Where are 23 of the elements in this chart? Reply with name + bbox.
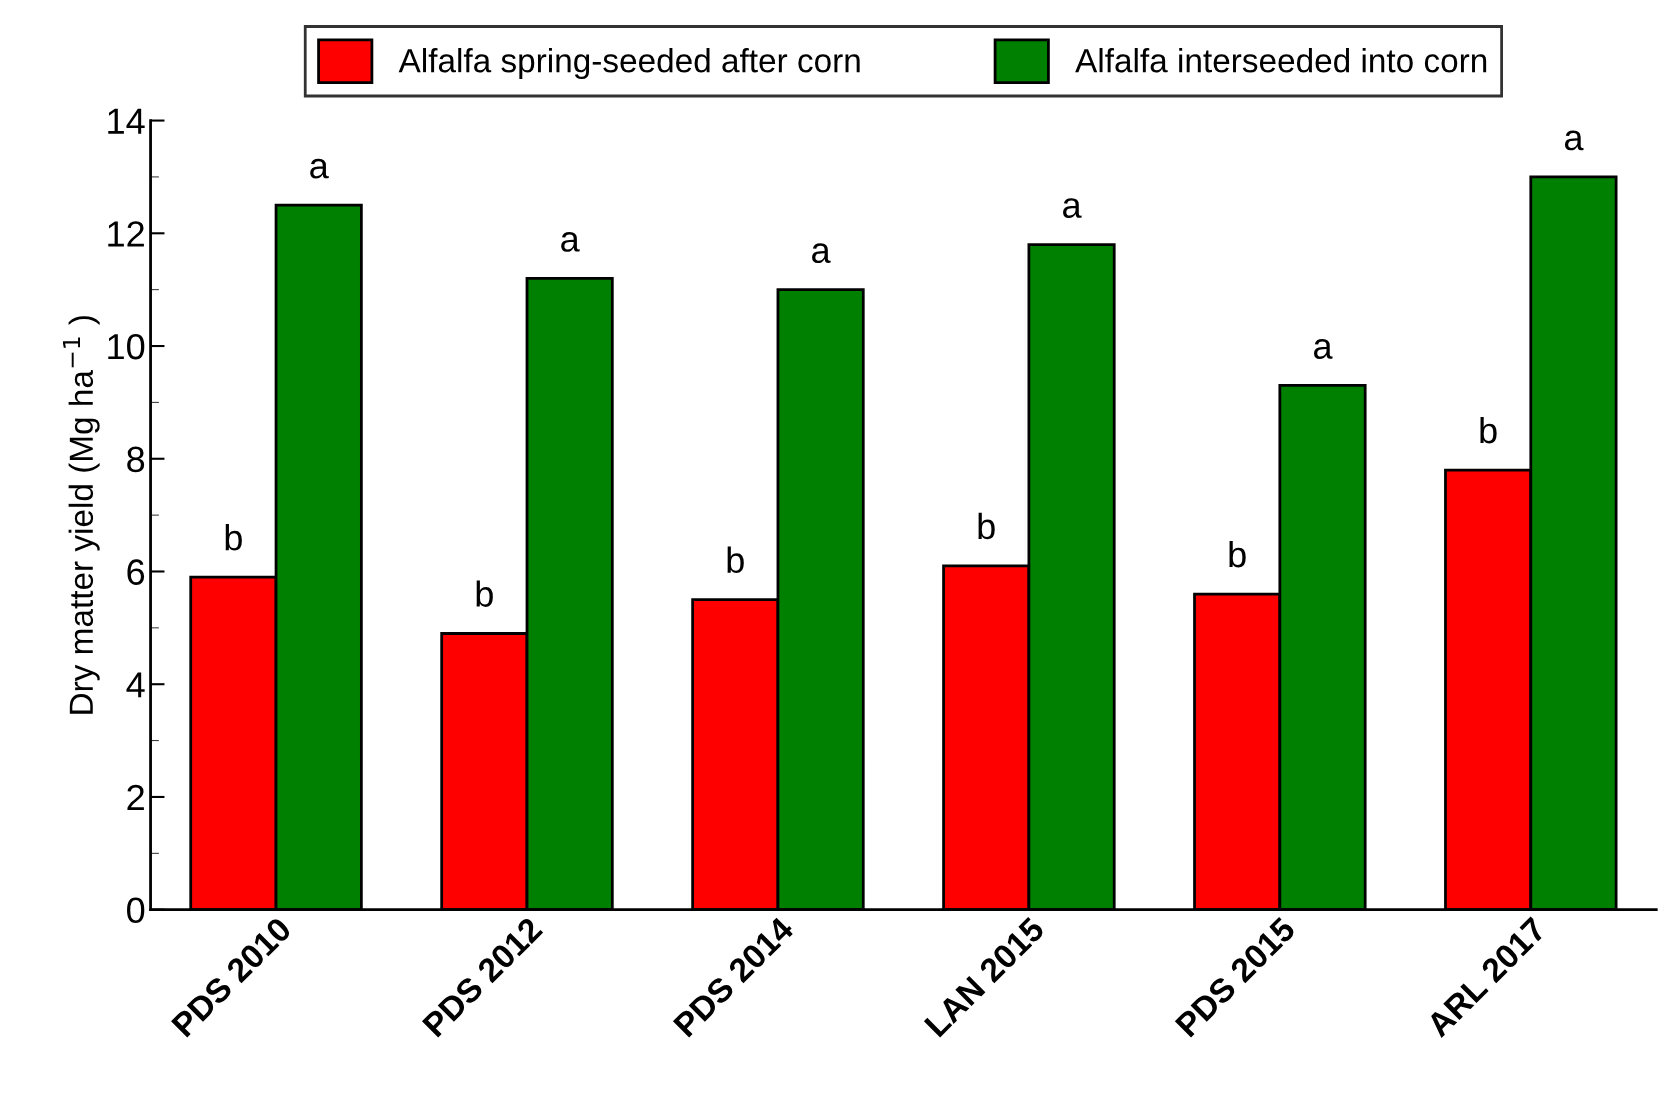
legend-label: Alfalfa spring-seeded after corn: [398, 48, 860, 80]
annotation: b: [225, 524, 242, 551]
annotation: a: [561, 232, 580, 252]
y-tick-label: 12: [108, 221, 144, 247]
y-tick-label: 0: [127, 897, 145, 924]
y-tick-label: 8: [127, 446, 145, 473]
annotation: a: [1564, 130, 1584, 151]
annotation: b: [727, 546, 744, 574]
legend-label: Alfalfa interseeded into corn: [1075, 48, 1487, 73]
annotation: b: [1229, 540, 1246, 568]
annotation: a: [1314, 339, 1333, 359]
y-tick-label: 6: [127, 559, 145, 585]
annotation: a: [310, 158, 329, 179]
annotation: a: [812, 243, 831, 264]
y-tick-label: 4: [126, 672, 145, 698]
annotation: a: [1063, 198, 1082, 218]
annotation: b: [1480, 416, 1497, 444]
annotation: b: [978, 512, 995, 540]
annotation: b: [476, 580, 493, 607]
y-tick-label: 14: [108, 108, 145, 134]
y-axis-title: Dry matter yield (Mg ha$^{−1}$ ): [62, 316, 100, 714]
y-tick-label: 2: [127, 784, 144, 811]
y-tick-label: 10: [108, 333, 145, 360]
